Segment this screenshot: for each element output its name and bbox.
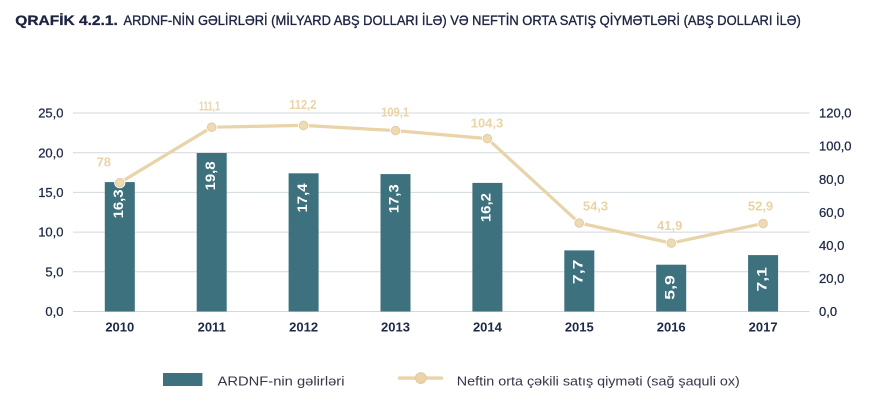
- svg-text:2011: 2011: [198, 320, 226, 335]
- svg-text:104,3: 104,3: [471, 115, 504, 130]
- svg-text:41,9: 41,9: [657, 218, 682, 233]
- svg-text:ARDNF-nin gəlirləri: ARDNF-nin gəlirləri: [218, 374, 345, 389]
- svg-text:19,8: 19,8: [203, 161, 218, 191]
- svg-text:2015: 2015: [565, 320, 594, 335]
- svg-text:54,3: 54,3: [583, 199, 608, 214]
- svg-text:15,0: 15,0: [38, 185, 63, 200]
- svg-text:2013: 2013: [381, 320, 410, 335]
- svg-text:60,0: 60,0: [819, 205, 844, 220]
- svg-text:109,1: 109,1: [381, 105, 409, 120]
- svg-text:10,0: 10,0: [38, 225, 63, 240]
- svg-text:20,0: 20,0: [819, 271, 844, 286]
- svg-text:16,3: 16,3: [111, 189, 126, 219]
- svg-text:QRAFİK 4.2.1. ARDNF-NİN GƏ: QRAFİK 4.2.1. ARDNF-NİN GƏLİRLƏRİ (MİLYA…: [15, 11, 801, 28]
- svg-text:16,2: 16,2: [479, 193, 494, 222]
- svg-text:2010: 2010: [105, 320, 134, 335]
- svg-text:2017: 2017: [749, 320, 778, 335]
- svg-text:0,0: 0,0: [819, 304, 837, 319]
- svg-text:40,0: 40,0: [819, 238, 844, 253]
- svg-text:120,0: 120,0: [819, 106, 852, 121]
- svg-text:5,0: 5,0: [45, 264, 63, 279]
- svg-text:17,4: 17,4: [295, 183, 310, 213]
- svg-text:2012: 2012: [289, 320, 318, 335]
- svg-text:7,1: 7,1: [754, 266, 769, 291]
- svg-text:111,1: 111,1: [199, 99, 220, 114]
- svg-text:2014: 2014: [473, 320, 503, 335]
- svg-text:5,9: 5,9: [662, 275, 677, 300]
- svg-text:80,0: 80,0: [819, 172, 844, 187]
- svg-text:2016: 2016: [657, 320, 686, 335]
- svg-text:20,0: 20,0: [38, 145, 63, 160]
- svg-text:78: 78: [97, 155, 111, 170]
- svg-text:100,0: 100,0: [819, 139, 852, 154]
- svg-text:17,3: 17,3: [387, 184, 402, 214]
- svg-text:52,9: 52,9: [748, 199, 773, 214]
- svg-text:7,7: 7,7: [571, 260, 586, 285]
- svg-text:0,0: 0,0: [45, 304, 63, 319]
- svg-text:Neftin orta çəkili satış qiymə: Neftin orta çəkili satış qiyməti (sağ şa…: [457, 374, 740, 389]
- svg-text:112,2: 112,2: [289, 97, 316, 112]
- svg-text:25,0: 25,0: [38, 106, 63, 121]
